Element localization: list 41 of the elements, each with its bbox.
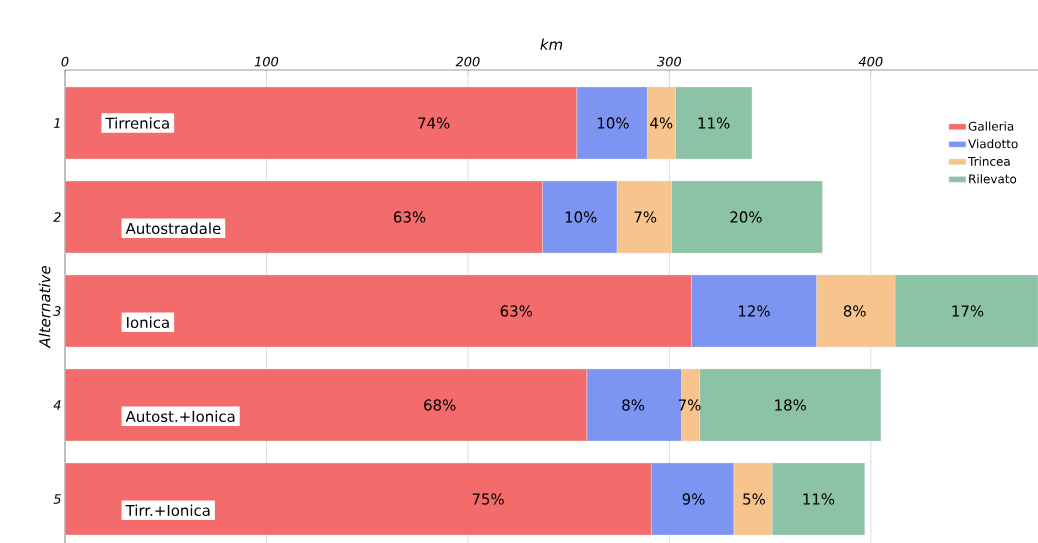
annotation: 68% [424,399,456,411]
legend-label: Viadotto [968,139,1018,149]
annotation: 74% [418,117,450,129]
x-axis-title: km [540,38,563,50]
x-tick-label: 300 [657,56,682,67]
annotation: Autost.+Ionica [125,410,235,423]
annotation: 63% [500,305,533,317]
y-tick-label: 2 [53,212,61,222]
annotation: 10% [565,211,597,223]
annotation: 5% [743,493,765,505]
annotation: 17% [952,305,984,317]
annotation: 7% [678,399,701,411]
annotation: 18% [775,399,806,411]
annotation: Autostradale [125,222,221,235]
annotation: Tirr.+Ionica [125,504,210,517]
legend-label: Galleria [968,121,1014,131]
annotation: 11% [803,493,835,505]
y-axis-title: Alternative [38,266,51,349]
annotation: Tirrenica [105,117,169,129]
annotation: Ionica [127,316,169,329]
x-tick-label: 200 [455,56,480,67]
annotation: 20% [730,211,762,223]
annotation: 12% [739,305,770,317]
y-tick-label: 3 [53,306,61,316]
annotation: 8% [843,305,866,317]
y-tick-label: 4 [53,400,61,410]
annotation: 10% [597,117,629,129]
legend-label: Rilevato [969,174,1017,184]
y-tick-label: 5 [53,494,61,504]
annotation: 8% [622,399,645,411]
annotation: 11% [698,117,730,129]
annotation: 63% [393,211,426,223]
annotation: 7% [634,211,657,223]
x-tick-label: 400 [858,56,883,67]
annotation: 75% [472,493,504,505]
annotation: 9% [682,493,705,505]
y-tick-label: 1 [53,118,60,128]
annotation: 4% [650,117,673,129]
x-tick-label: 100 [254,56,279,67]
x-tick-label: 0 [61,56,69,67]
legend-label: Trincea [968,156,1010,166]
